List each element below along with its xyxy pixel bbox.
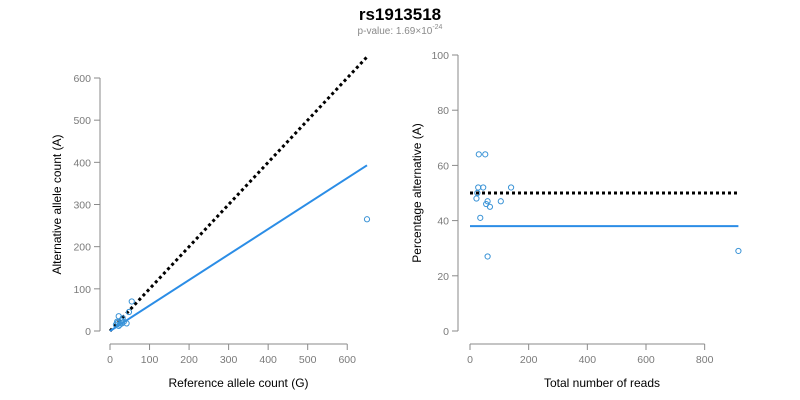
left-x-tick-label: 100 <box>141 354 159 366</box>
right-x-tick-label: 800 <box>696 354 714 366</box>
subtitle-prefix: p-value: 1.69×10 <box>358 26 433 37</box>
left-expected-line <box>108 55 369 333</box>
right-data-point <box>473 195 480 202</box>
right-scatter-panel: 0 20 40 60 80 100 0 200 400 600 800 Total number of… <box>410 50 742 390</box>
left-x-tick-label: 400 <box>259 354 277 366</box>
left-x-tick-label: 200 <box>180 354 198 366</box>
left-y-tick-label: 200 <box>73 242 91 254</box>
right-y-tick-label: 20 <box>437 271 449 283</box>
left-y-tick-label: 300 <box>73 200 91 212</box>
right-x-axis-label: Total number of reads <box>544 376 660 390</box>
left-y-tick-label: 100 <box>73 284 91 296</box>
right-data-point <box>486 203 494 210</box>
right-x-tick-label: 0 <box>467 354 473 366</box>
left-y-axis-label: Alternative allele count (A) <box>50 134 64 274</box>
left-data-point <box>123 320 130 327</box>
left-x-tick-label: 600 <box>338 354 356 366</box>
right-x-tick-label: 600 <box>637 354 655 366</box>
right-y-tick-label: 100 <box>431 50 449 62</box>
left-data-point <box>128 298 135 305</box>
left-x-tick-label: 0 <box>107 354 113 366</box>
left-data-point <box>363 216 371 223</box>
left-scatter-panel: 0 100 200 300 400 500 600 0 100 200 300 400 500 600 Re… <box>50 55 371 390</box>
left-fit-line <box>109 164 368 332</box>
left-x-axis-label: Reference allele count (G) <box>168 376 308 390</box>
right-y-tick-label: 40 <box>437 216 449 228</box>
left-x-tick-label: 500 <box>299 354 317 366</box>
left-y-tick-label: 500 <box>73 115 91 127</box>
right-data-point <box>497 198 504 205</box>
figure-subtitle: p-value: 1.69×10-24 <box>358 24 443 37</box>
left-y-tick-label: 0 <box>85 326 91 338</box>
right-data-point <box>477 214 484 221</box>
left-data-point <box>119 315 126 322</box>
right-data-point <box>475 151 482 158</box>
right-x-tick-label: 200 <box>520 354 538 366</box>
right-y-tick-label: 60 <box>437 160 449 172</box>
subtitle-exponent: -24 <box>432 24 442 31</box>
right-data-point <box>480 184 487 191</box>
left-y-tick-label: 400 <box>73 157 91 169</box>
right-x-tick-label: 400 <box>579 354 597 366</box>
right-y-tick-label: 0 <box>443 326 449 338</box>
right-y-tick-label: 80 <box>437 105 449 117</box>
right-data-point <box>484 253 491 260</box>
right-data-point <box>735 247 742 255</box>
left-data-point <box>125 308 133 316</box>
right-data-point <box>482 151 489 158</box>
right-y-axis-label: Percentage alternative (A) <box>410 123 424 262</box>
right-data-point <box>507 184 515 191</box>
right-data-point <box>475 184 482 191</box>
right-data-point <box>484 198 491 205</box>
figure-title: rs1913518 <box>359 5 441 24</box>
left-y-tick-label: 600 <box>73 73 91 85</box>
left-x-tick-label: 300 <box>220 354 238 366</box>
